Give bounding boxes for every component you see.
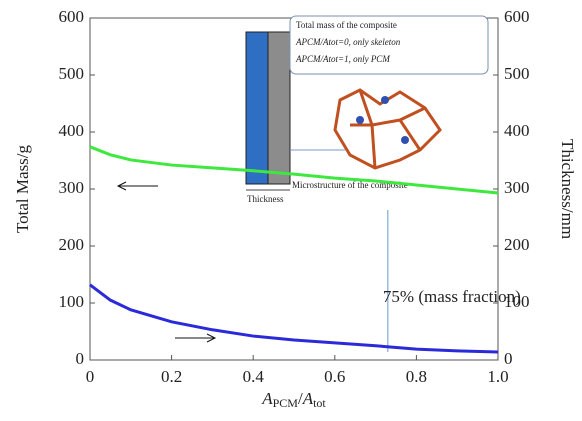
axis-arrow-left (118, 182, 158, 190)
y2-tick-label: 200 (504, 235, 530, 254)
chart: Total mass of the composite APCM/Atot=0,… (0, 0, 582, 421)
y-tick-label: 300 (59, 178, 85, 197)
microstructure-graphic (335, 90, 440, 168)
x-tick-label: 0 (86, 367, 95, 386)
y-tick-label: 100 (59, 292, 85, 311)
x-label-part: A (261, 389, 273, 408)
annotation: 75% (mass fraction) (383, 287, 521, 306)
inset-skeleton-bar (246, 32, 268, 184)
inset-text: Total mass of the composite (296, 20, 397, 30)
x-tick-label: 0.2 (161, 367, 182, 386)
y2-tick-label: 600 (504, 7, 530, 26)
axis-arrow-right (175, 334, 215, 342)
y-tick-label: 500 (59, 64, 85, 83)
inset: Total mass of the composite APCM/Atot=0,… (246, 16, 488, 204)
inset-pcm-bar (268, 32, 290, 184)
y2-tick-label: 0 (504, 349, 513, 368)
y2-tick-label: 300 (504, 178, 530, 197)
y-axis-label: Total Mass/g (13, 144, 32, 233)
x-tick-label: 1.0 (487, 367, 508, 386)
y2-tick-label: 400 (504, 121, 530, 140)
y-tick-label: 200 (59, 235, 85, 254)
inset-text: APCM/Atot=0, only skeleton (295, 37, 401, 47)
inset-thickness: Thickness (247, 194, 284, 204)
y2-axis-label: Thickness/mm (558, 139, 577, 239)
x-label-part: PCM (273, 396, 299, 410)
x-label-part: tot (313, 396, 326, 410)
x-axis-label: APCM/Atot (261, 389, 326, 410)
y-tick-label: 600 (59, 7, 85, 26)
y2-tick-label: 500 (504, 64, 530, 83)
x-label-part: A (302, 389, 314, 408)
y-tick-label: 400 (59, 121, 85, 140)
x-tick-label: 0.4 (243, 367, 265, 386)
inset-text: APCM/Atot=1, only PCM (295, 54, 390, 64)
y-tick-label: 0 (76, 349, 85, 368)
x-tick-label: 0.6 (324, 367, 345, 386)
x-tick-label: 0.8 (406, 367, 427, 386)
